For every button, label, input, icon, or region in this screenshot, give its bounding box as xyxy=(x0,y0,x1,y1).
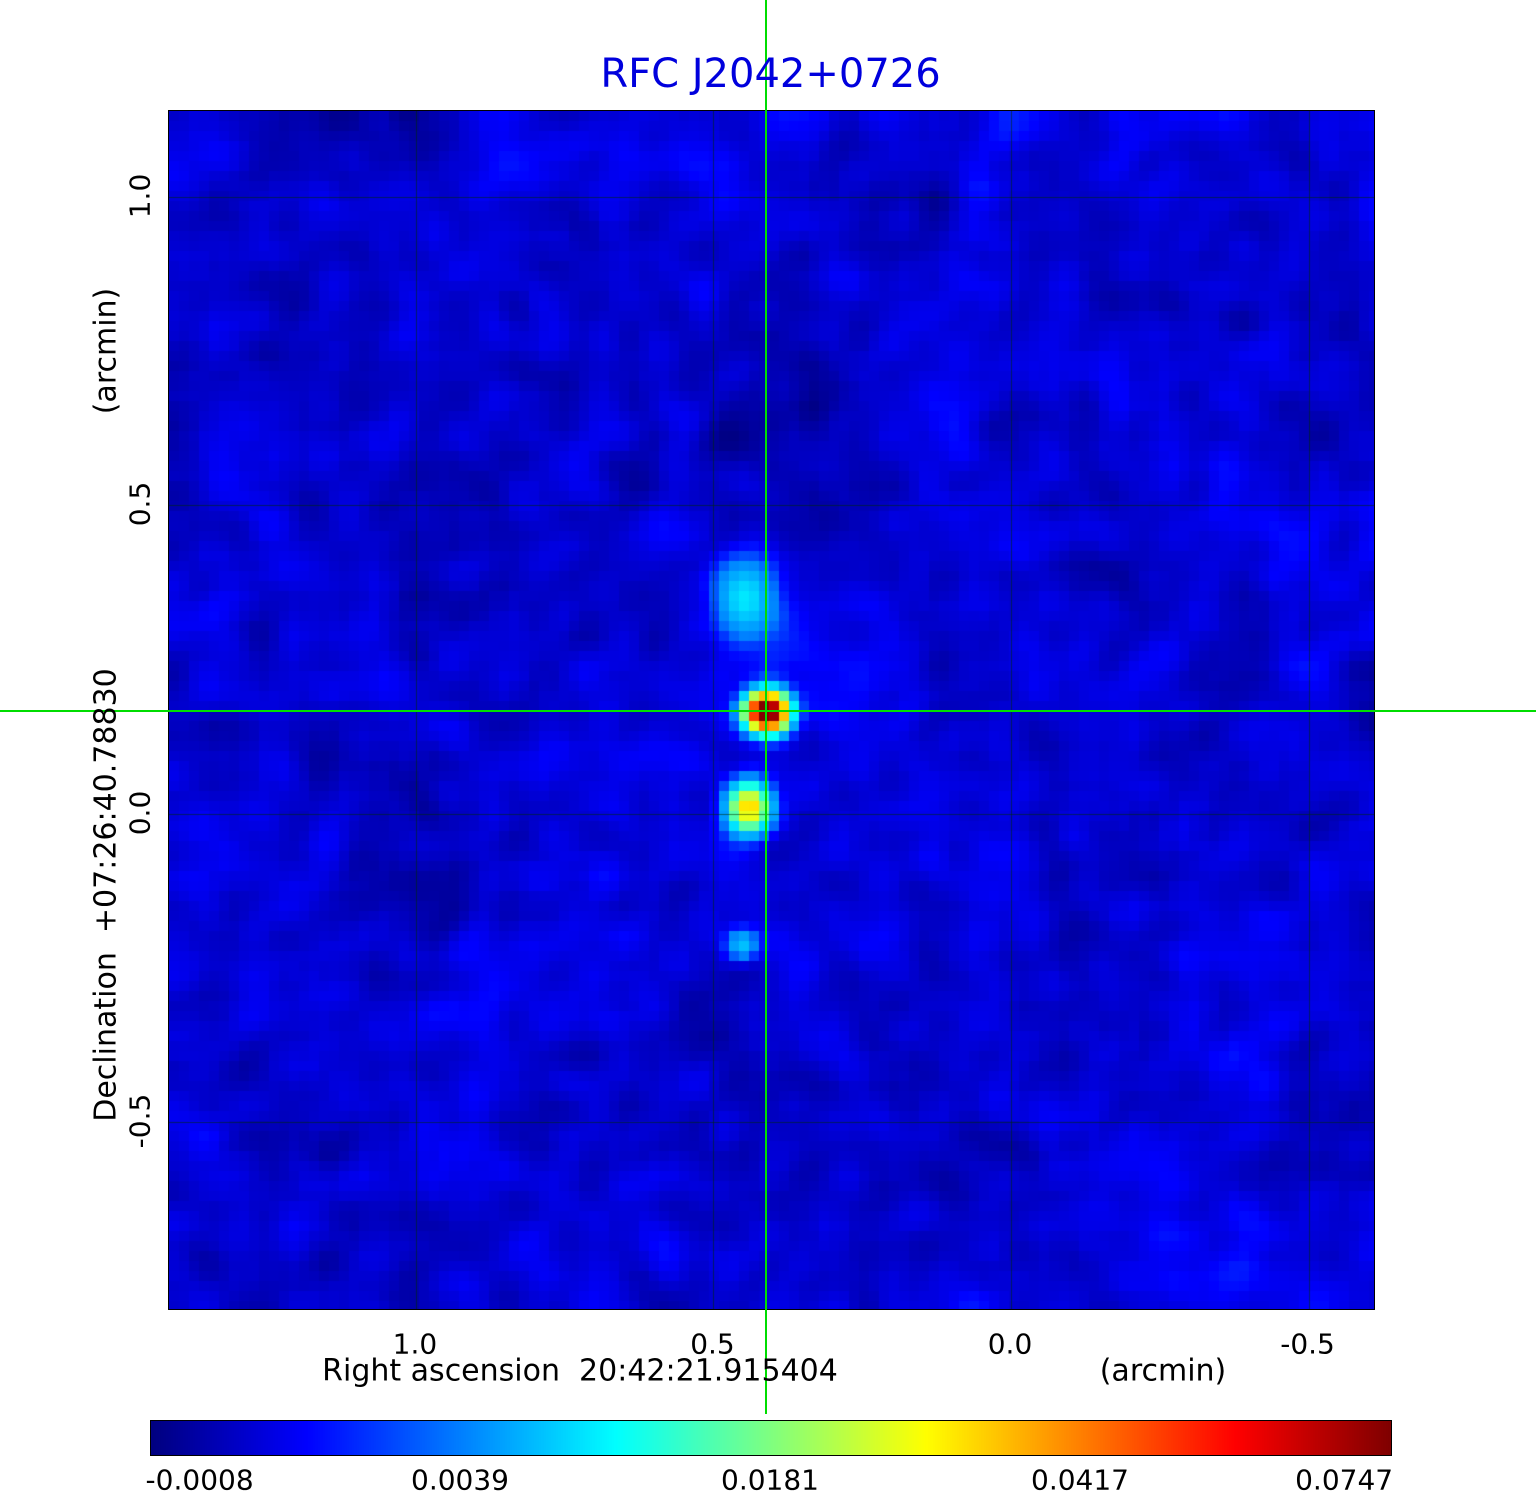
y-tick-label: 0.5 xyxy=(123,481,157,527)
y-tick-label: 0.0 xyxy=(123,790,157,835)
x-tick-label: 0.5 xyxy=(690,1327,735,1361)
crosshair-horizontal-line xyxy=(0,709,1536,712)
x-axis-unit: (arcmin) xyxy=(1099,1353,1227,1389)
y-axis-title: Declination +07:26:40.78830 xyxy=(88,668,124,1122)
y-tick-label: -0.5 xyxy=(123,1093,157,1149)
x-tick-label: -0.5 xyxy=(1280,1327,1335,1361)
y-tick-label: 1.0 xyxy=(123,173,157,218)
colorbar-canvas xyxy=(150,1420,1392,1456)
colorbar-tick-label: 0.0181 xyxy=(721,1463,819,1497)
x-axis-title: Right ascension 20:42:21.915404 xyxy=(322,1353,838,1389)
x-tick-label: 1.0 xyxy=(392,1327,438,1361)
colorbar-tick-label: -0.0008 xyxy=(145,1463,254,1497)
x-tick-label: 0.0 xyxy=(987,1327,1033,1361)
crosshair-vertical-line xyxy=(765,0,768,1414)
colorbar-tick-label: 0.0039 xyxy=(411,1463,509,1497)
colorbar-tick-label: 0.0747 xyxy=(1295,1463,1394,1497)
figure-title: RFC J2042+0726 xyxy=(600,51,941,97)
colorbar-tick-label: 0.0417 xyxy=(1031,1463,1129,1497)
y-axis-unit: (arcmin) xyxy=(88,287,124,415)
